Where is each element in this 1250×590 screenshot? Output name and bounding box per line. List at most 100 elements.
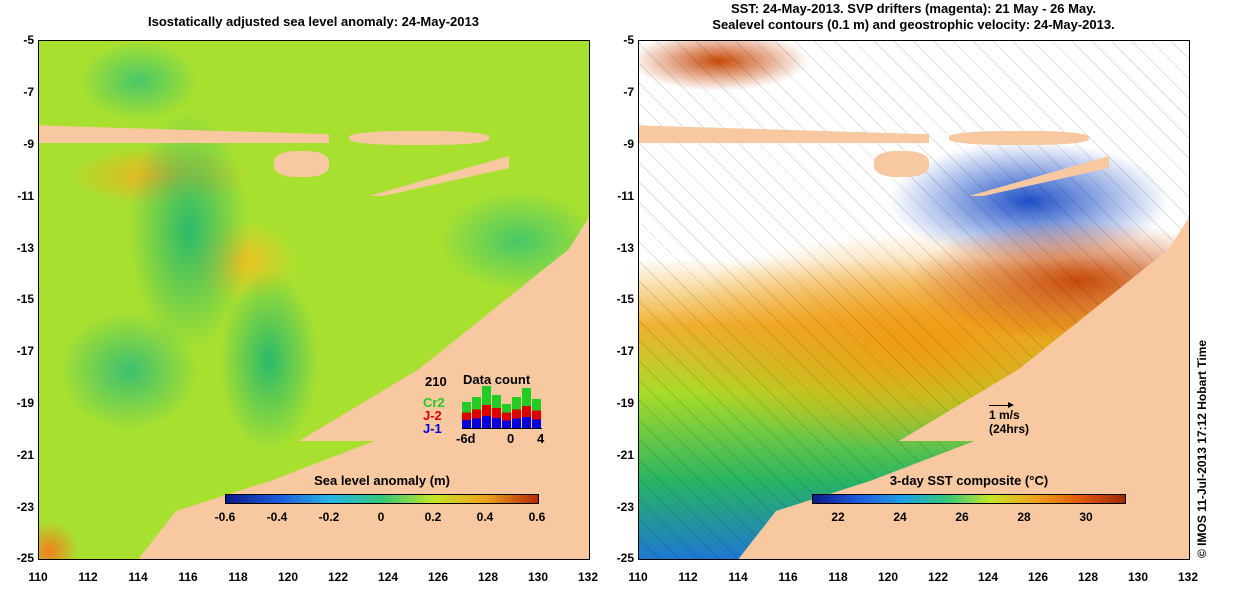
data-count-title: Data count	[463, 372, 531, 387]
histogram-bar	[502, 403, 511, 428]
timor-island	[969, 156, 1109, 196]
y-tick-label: -25	[16, 551, 34, 565]
x-tick-label: 120	[277, 570, 299, 584]
sst-velocity-map: 1 m/s (24hrs)	[638, 40, 1190, 560]
sea-level-anomaly-map	[38, 40, 590, 560]
histogram-bar	[462, 401, 471, 428]
sla-colorbar-title: Sea level anomaly (m)	[314, 473, 450, 488]
histogram-bar	[532, 399, 541, 428]
y-tick-label: -21	[616, 448, 634, 462]
x-tick-label: 112	[78, 570, 98, 584]
x-tick-label: 122	[327, 570, 349, 584]
colorbar-label: 0	[377, 510, 385, 524]
histogram-bar	[482, 386, 491, 428]
x-tick-label: 112	[678, 570, 698, 584]
y-tick-label: -23	[616, 500, 634, 514]
y-tick-label: -17	[616, 344, 634, 358]
x-tick-label: 126	[427, 570, 449, 584]
y-tick-label: -21	[16, 448, 34, 462]
x-tick-label: 120	[877, 570, 899, 584]
right-map-title-line2: Sealevel contours (0.1 m) and geostrophi…	[712, 17, 1115, 32]
left-map-title: Isostatically adjusted sea level anomaly…	[148, 14, 479, 29]
y-tick-label: -13	[16, 241, 34, 255]
timor-island	[369, 156, 509, 196]
x-tick-label: 118	[828, 570, 848, 584]
sst-colorbar	[812, 494, 1126, 504]
y-tick-label: -9	[23, 137, 34, 151]
x-tick-label: 130	[1127, 570, 1149, 584]
colorbar-label: -0.6	[214, 510, 236, 524]
histogram-bar	[522, 388, 531, 428]
sumba-island	[274, 151, 329, 177]
sst-colorbar-title: 3-day SST composite (°C)	[889, 473, 1049, 488]
data-count-total: 210	[425, 374, 447, 389]
histogram-x-label: -6d	[456, 431, 476, 446]
histogram-bar	[472, 397, 481, 428]
australia-landmass	[129, 421, 589, 559]
colorbar-label: 28	[1017, 510, 1031, 524]
imos-credit: © IMOS 11-Jul-2013 17:12 Hobart Time	[1195, 339, 1209, 558]
y-tick-label: -7	[23, 85, 34, 99]
y-tick-label: -15	[616, 292, 634, 306]
colorbar-label: 0.6	[528, 510, 546, 524]
sumba-island	[874, 151, 929, 177]
x-tick-label: 116	[778, 570, 798, 584]
y-tick-label: -19	[616, 396, 634, 410]
flores-island	[949, 131, 1089, 145]
x-tick-label: 114	[128, 570, 148, 584]
colorbar-label: 26	[955, 510, 969, 524]
y-tick-label: -23	[16, 500, 34, 514]
x-tick-label: 132	[577, 570, 599, 584]
x-tick-label: 126	[1027, 570, 1049, 584]
colorbar-label: -0.2	[318, 510, 340, 524]
velocity-scale-label: 1 m/s	[989, 408, 1020, 422]
x-tick-label: 132	[1177, 570, 1199, 584]
australia-landmass	[729, 421, 1189, 559]
histogram-bar	[512, 397, 521, 428]
x-tick-label: 130	[527, 570, 549, 584]
y-tick-label: -13	[616, 241, 634, 255]
series-label-cr2: Cr2	[423, 395, 445, 410]
y-tick-label: -25	[616, 551, 634, 565]
colorbar-label: 0.2	[424, 510, 442, 524]
x-tick-label: 110	[628, 570, 648, 584]
x-tick-label: 128	[477, 570, 499, 584]
data-count-histogram	[462, 384, 542, 429]
histogram-x-label: 0	[507, 431, 515, 446]
histogram-x-label: 4	[537, 431, 545, 446]
y-tick-label: -9	[623, 137, 634, 151]
y-tick-label: -5	[23, 33, 34, 47]
y-tick-label: -19	[16, 396, 34, 410]
histogram-bar	[492, 395, 501, 428]
x-tick-label: 128	[1077, 570, 1099, 584]
x-tick-label: 110	[28, 570, 48, 584]
right-map-title-line1: SST: 24-May-2013. SVP drifters (magenta)…	[730, 1, 1097, 16]
colorbar-label: -0.4	[266, 510, 288, 524]
australia-landmass-north	[899, 201, 1189, 441]
x-tick-label: 118	[228, 570, 248, 584]
y-tick-label: -17	[16, 344, 34, 358]
x-tick-label: 116	[178, 570, 198, 584]
x-tick-label: 114	[728, 570, 748, 584]
y-tick-label: -7	[623, 85, 634, 99]
y-tick-label: -11	[617, 189, 634, 203]
series-label-j2: J-2	[423, 408, 442, 423]
velocity-arrow-head-icon	[1008, 402, 1014, 408]
colorbar-label: 30	[1079, 510, 1093, 524]
y-tick-label: -15	[16, 292, 34, 306]
colorbar-label: 22	[831, 510, 845, 524]
velocity-scale-sublabel: (24hrs)	[989, 422, 1030, 436]
lesser-sunda-islands	[639, 125, 929, 143]
velocity-scale-arrow	[989, 405, 1011, 406]
series-label-j1: J-1	[423, 421, 442, 436]
flores-island	[349, 131, 489, 145]
y-tick-label: -5	[623, 33, 634, 47]
lesser-sunda-islands	[39, 125, 329, 143]
x-tick-label: 122	[927, 570, 949, 584]
colorbar-label: 24	[893, 510, 907, 524]
colorbar-label: 0.4	[476, 510, 494, 524]
y-tick-label: -11	[17, 189, 34, 203]
x-tick-label: 124	[977, 570, 999, 584]
sla-colorbar	[225, 494, 539, 504]
x-tick-label: 124	[377, 570, 399, 584]
